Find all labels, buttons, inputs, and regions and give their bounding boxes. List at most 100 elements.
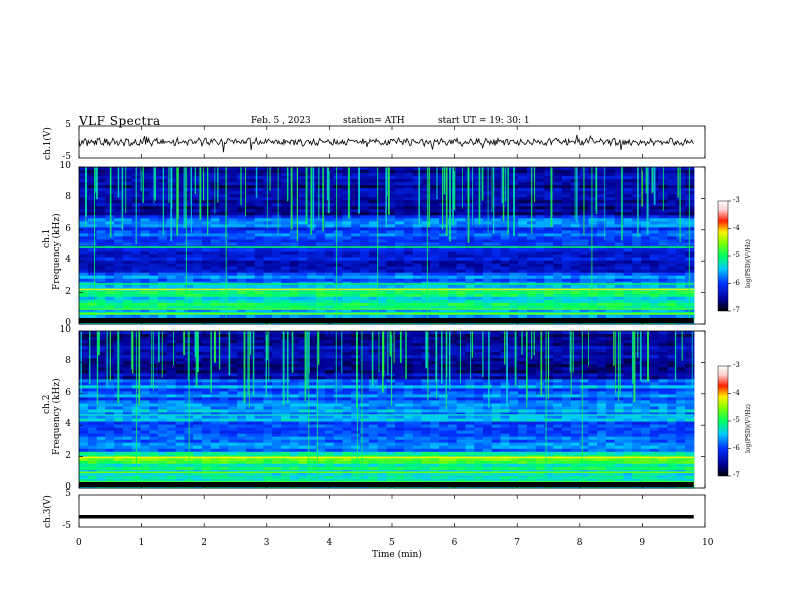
- spec-cell: [658, 263, 668, 268]
- spec-cell: [641, 209, 651, 213]
- spec-cell: [667, 275, 677, 280]
- spec-cell: [175, 296, 185, 301]
- spec-cell: [360, 302, 370, 307]
- spec-cell: [535, 254, 546, 259]
- spec-cell: [184, 239, 194, 244]
- spec-cell: [149, 269, 159, 274]
- spec-cell: [333, 230, 344, 234]
- spec-cell: [676, 334, 686, 338]
- spec-cell: [316, 278, 326, 283]
- spec-cell: [368, 203, 379, 207]
- spec-cell: [281, 254, 291, 259]
- spec-cell: [430, 227, 440, 231]
- spec-cell: [465, 224, 475, 228]
- spec-cell: [421, 176, 431, 180]
- spec-cell: [456, 293, 466, 298]
- spec-cell: [649, 358, 660, 362]
- spec-cell: [562, 269, 572, 274]
- spec-cell: [96, 361, 106, 365]
- spec-cell: [456, 302, 466, 307]
- spec-cell: [658, 239, 668, 244]
- spec-cell: [122, 373, 133, 377]
- spec-cell: [535, 170, 546, 174]
- spec-cell: [447, 272, 458, 277]
- spec-cell: [298, 185, 308, 189]
- spec-cell: [324, 254, 335, 259]
- spec-cell: [201, 230, 212, 234]
- spec-cell: [79, 331, 89, 335]
- spec-cell: [272, 224, 282, 228]
- spec-cell: [570, 275, 581, 280]
- spec-cell: [254, 173, 264, 177]
- spec-cell: [412, 278, 423, 283]
- spec-cell: [447, 355, 458, 359]
- spec-cell: [105, 272, 115, 277]
- spec-cell: [421, 379, 431, 383]
- spec-cell: [649, 379, 660, 383]
- spec-cell: [491, 299, 502, 304]
- spec-cell: [210, 188, 221, 192]
- spec-cell: [386, 284, 396, 289]
- spec-cell: [667, 233, 677, 237]
- spec-cell: [140, 251, 150, 256]
- spec-cell: [509, 302, 519, 307]
- spec-cell: [272, 305, 282, 310]
- spec-cell: [272, 358, 282, 362]
- spec-cell: [377, 203, 387, 207]
- spec-cell: [518, 379, 528, 383]
- spec-cell: [544, 293, 554, 298]
- spec-cell: [307, 352, 317, 356]
- spec-cell: [553, 260, 563, 265]
- spec-cell: [535, 191, 546, 195]
- spec-cell: [87, 194, 98, 198]
- spec-cell: [439, 221, 449, 225]
- spec-cell: [219, 254, 229, 259]
- spec-cell: [228, 361, 238, 365]
- spec-cell: [272, 376, 282, 380]
- spec-cell: [491, 293, 502, 298]
- spec-cell: [605, 352, 616, 356]
- spec-cell: [219, 218, 229, 222]
- spec-cell: [122, 209, 133, 213]
- spec-cell: [500, 269, 510, 274]
- spec-cell: [272, 194, 282, 198]
- spec-cell: [237, 167, 247, 171]
- spec-cell: [201, 346, 212, 350]
- spec-cell: [518, 230, 528, 234]
- spec-cell: [87, 364, 98, 368]
- spec-cell: [667, 361, 677, 365]
- spec-cell: [316, 188, 326, 192]
- spec-cell: [201, 212, 212, 216]
- spec-cell: [421, 182, 431, 186]
- spec-cell: [649, 308, 660, 313]
- spec-cell: [535, 331, 546, 335]
- spec-cell: [368, 197, 379, 201]
- spec-cell: [105, 314, 115, 319]
- spec-cell: [140, 209, 150, 213]
- spec-cell: [237, 376, 247, 380]
- spec-cell: [579, 254, 589, 259]
- spec-cell: [553, 355, 563, 359]
- spec-cell: [219, 376, 229, 380]
- spec-cell: [491, 331, 502, 335]
- spec-cell: [324, 275, 335, 280]
- spec-cell: [79, 185, 89, 189]
- spec-cell: [623, 212, 633, 216]
- spec-cell: [553, 305, 563, 310]
- spec-cell: [175, 337, 185, 341]
- spec-cell: [403, 179, 414, 183]
- spec-cell: [360, 331, 370, 335]
- spec-cell: [149, 260, 159, 265]
- spec-cell: [316, 355, 326, 359]
- spec-cell: [658, 358, 668, 362]
- spec-cell: [219, 352, 229, 356]
- spec-cell: [166, 272, 177, 277]
- spec-cell: [579, 290, 589, 295]
- spec-cell: [605, 376, 616, 380]
- sferic: [386, 167, 388, 197]
- spec-cell: [641, 200, 651, 204]
- spec-cell: [377, 191, 387, 195]
- spec-cell: [614, 314, 625, 319]
- spec-cell: [237, 373, 247, 377]
- spec-cell: [140, 334, 150, 338]
